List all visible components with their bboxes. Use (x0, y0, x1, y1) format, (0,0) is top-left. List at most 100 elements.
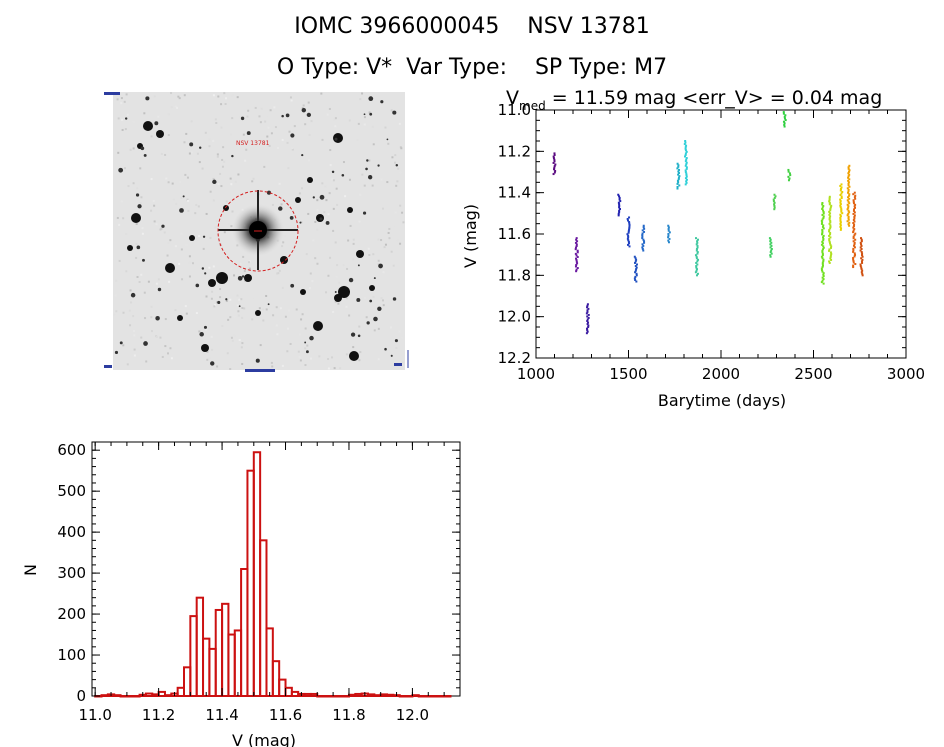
sky-star (349, 351, 359, 361)
sky-noise-pixel (337, 302, 340, 305)
data-point-group (633, 255, 638, 283)
sky-noise-pixel (120, 102, 123, 105)
histogram-chart: 11.0 11.2 11.4 11.6 11.8 12.0 0 100 200 300 400 500… (21, 441, 461, 747)
sky-noise-pixel (352, 258, 355, 261)
sky-faint-star (334, 291, 337, 294)
data-point (667, 239, 670, 242)
data-point (841, 190, 844, 193)
sky-noise-pixel (335, 187, 338, 190)
sky-noise-pixel (311, 280, 314, 283)
sky-noise-pixel (336, 203, 339, 206)
sky-noise-pixel (204, 131, 207, 134)
data-point (678, 168, 681, 171)
data-point (586, 303, 589, 306)
data-point (852, 247, 855, 250)
sky-noise-pixel (125, 270, 128, 273)
data-point-group (852, 191, 857, 269)
data-point (586, 310, 589, 313)
data-point (772, 200, 775, 203)
sky-noise-pixel (125, 232, 128, 235)
sky-image: NSV 13781 (100, 88, 412, 375)
sky-noise-pixel (301, 107, 304, 110)
sky-noise-pixel (159, 228, 162, 231)
sky-noise-pixel (361, 173, 364, 176)
data-point (575, 238, 578, 241)
y-axis-label: V (mag) (461, 204, 480, 268)
sky-noise-pixel (132, 120, 135, 123)
data-point (830, 204, 833, 207)
data-point (821, 242, 824, 245)
sky-noise-pixel (141, 232, 144, 235)
data-point (821, 240, 824, 243)
sky-noise-pixel (327, 367, 330, 370)
sky-noise-pixel (359, 98, 362, 101)
data-point (852, 258, 855, 261)
sky-faint-star (201, 267, 205, 270)
sky-noise-pixel (310, 120, 313, 123)
data-point (846, 199, 849, 202)
sky-noise-pixel (116, 98, 119, 101)
sky-noise-pixel (176, 264, 179, 267)
data-point (635, 272, 638, 275)
sky-faint-star (369, 299, 373, 303)
sky-noise-pixel (220, 185, 223, 188)
sky-noise-pixel (216, 301, 219, 304)
data-point (828, 201, 831, 204)
data-point (860, 243, 863, 246)
sky-faint-star (182, 195, 185, 198)
sky-faint-star (143, 153, 147, 157)
plot-frame (535, 109, 907, 359)
sky-noise-pixel (334, 241, 337, 244)
data-point (853, 223, 856, 226)
sky-noise-pixel (377, 238, 380, 241)
sky-noise-pixel (281, 286, 284, 289)
sky-noise-pixel (238, 298, 241, 301)
data-point (627, 240, 630, 243)
histogram-bar (259, 539, 268, 697)
data-point-group (768, 237, 773, 258)
sky-faint-star (356, 298, 361, 302)
data-point (696, 244, 699, 247)
sky-faint-star (142, 258, 145, 262)
sky-noise-pixel (280, 203, 283, 206)
sky-faint-star (143, 341, 148, 346)
data-point (553, 171, 556, 174)
sky-noise-pixel (399, 171, 402, 174)
sky-noise-pixel (155, 335, 158, 338)
data-point (847, 217, 850, 220)
sky-noise-pixel (227, 318, 230, 321)
data-point (861, 252, 864, 255)
sky-star (356, 250, 364, 258)
sky-noise-pixel (262, 308, 265, 311)
sky-noise-pixel (140, 196, 143, 199)
data-point (821, 251, 824, 254)
sky-noise-pixel (236, 294, 239, 297)
data-point (847, 182, 850, 185)
sky-noise-pixel (220, 126, 223, 129)
data-point (586, 304, 589, 307)
sky-noise-pixel (332, 207, 335, 210)
data-point (643, 227, 646, 230)
sky-noise-pixel (212, 265, 215, 268)
sky-faint-star (319, 217, 323, 221)
sky-noise-pixel (223, 92, 226, 95)
data-point (847, 175, 850, 178)
data-point (848, 178, 851, 181)
data-point (847, 167, 850, 170)
sky-noise-pixel (308, 287, 311, 290)
sky-noise-pixel (212, 177, 215, 180)
sky-faint-star (363, 113, 366, 116)
sky-faint-star (154, 121, 159, 126)
sky-noise-pixel (167, 134, 170, 137)
data-point (695, 247, 698, 250)
data-point (829, 255, 832, 258)
data-point (822, 210, 825, 213)
sky-noise-pixel (332, 179, 335, 182)
data-point (684, 152, 687, 155)
data-point (820, 267, 823, 270)
sky-noise-pixel (307, 212, 310, 215)
sky-noise-pixel (251, 318, 254, 321)
data-point (782, 120, 785, 123)
sky-noise-pixel (388, 227, 391, 230)
data-point (553, 166, 556, 169)
